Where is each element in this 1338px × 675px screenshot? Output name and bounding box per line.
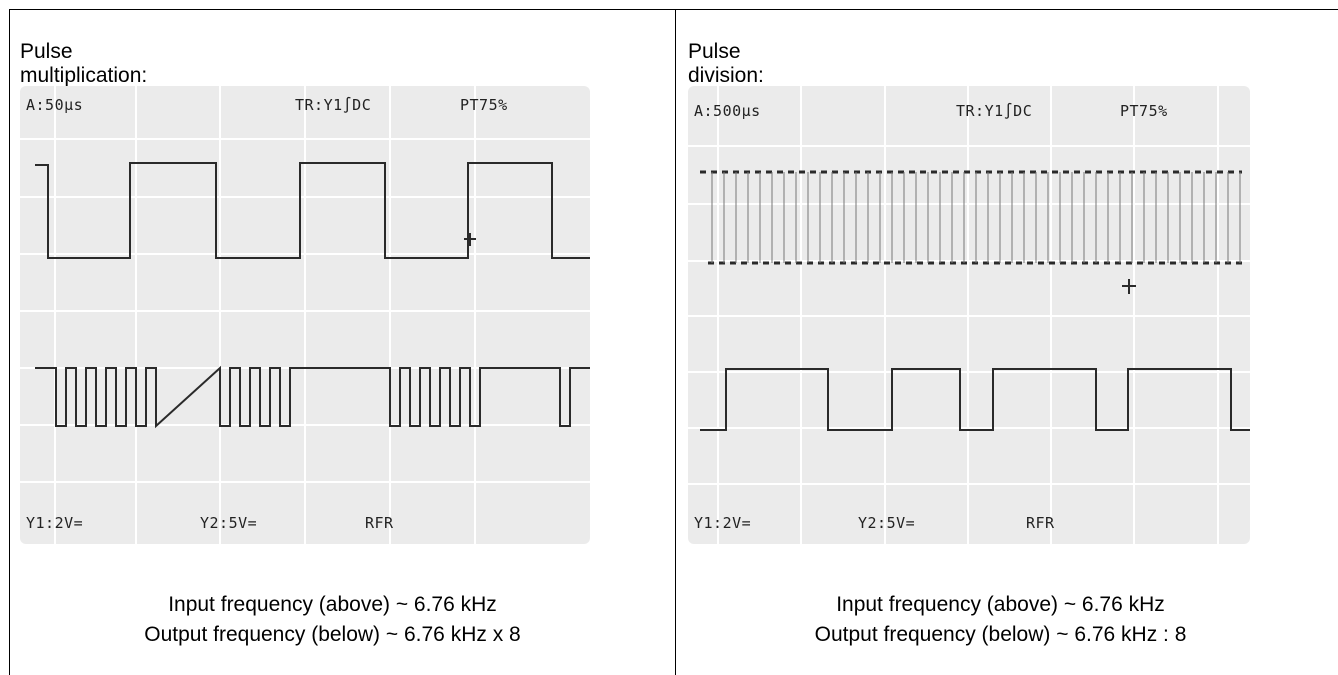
caption-block: Input frequency (above) ~ 6.76 kHz Outpu… [688,590,1313,650]
caption-output: Output frequency (below) ~ 6.76 kHz x 8 [144,623,521,646]
osd-ch2: Y2:5V= [200,514,258,532]
oscilloscope-screen: A:500µs TR:Y1∫DC PT75% Y1:2V= Y2:5V= RFR [688,86,1250,544]
osd-mode: RFR [1026,514,1055,532]
osd-mode: RFR [365,514,394,532]
table-left-border [9,9,10,675]
osd-trigger: TR:Y1∫DC [295,96,372,114]
caption-input: Input frequency (above) ~ 6.76 kHz [836,593,1165,616]
osd-timebase: A:50µs [26,96,84,114]
osd-timebase: A:500µs [694,102,761,120]
table-top-border [9,9,1338,10]
osd-pretrigger: PT75% [460,96,508,114]
osd-pretrigger: PT75% [1120,102,1168,120]
oscilloscope-svg [20,86,590,544]
panel-title: Pulse division: [688,40,764,87]
oscilloscope-screen: A:50µs TR:Y1∫DC PT75% Y1:2V= Y2:5V= RFR [20,86,590,544]
caption-output: Output frequency (below) ~ 6.76 kHz : 8 [814,623,1187,646]
panel-title: Pulse multiplication: [20,40,148,87]
osd-ch1: Y1:2V= [694,514,752,532]
osd-ch2: Y2:5V= [858,514,916,532]
oscilloscope-svg [688,86,1250,544]
osd-trigger: TR:Y1∫DC [956,102,1033,120]
caption-block: Input frequency (above) ~ 6.76 kHz Outpu… [20,590,645,650]
osd-ch1: Y1:2V= [26,514,84,532]
table-divider [675,9,676,675]
caption-input: Input frequency (above) ~ 6.76 kHz [168,593,497,616]
